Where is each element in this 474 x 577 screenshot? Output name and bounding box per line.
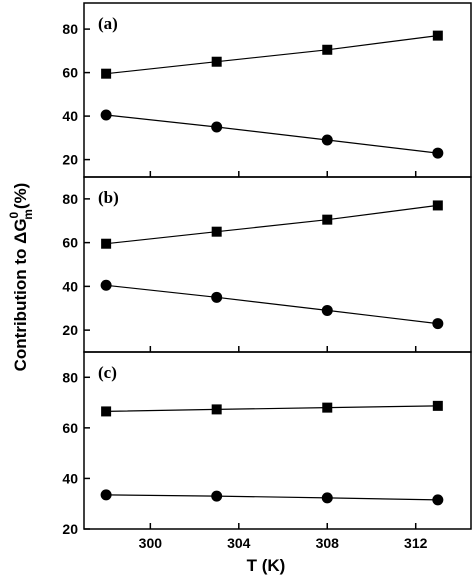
circle-point bbox=[211, 121, 223, 133]
x-tick-label: 308 bbox=[316, 535, 340, 551]
square-point bbox=[101, 406, 112, 417]
series-square bbox=[101, 30, 443, 79]
panel-label: (a) bbox=[98, 14, 118, 33]
square-point bbox=[211, 56, 222, 67]
y-axis-title-sup: 0 bbox=[7, 211, 21, 218]
y-tick-label: 60 bbox=[62, 235, 78, 251]
series-line bbox=[106, 284, 438, 325]
y-axis-title-main: Contribution to ΔG bbox=[11, 218, 30, 371]
series-line bbox=[106, 204, 438, 245]
circle-point bbox=[432, 318, 444, 330]
y-tick-label: 20 bbox=[62, 521, 78, 537]
circle-point bbox=[211, 490, 223, 502]
circle-point bbox=[321, 492, 333, 504]
x-tick-label: 304 bbox=[227, 535, 251, 551]
y-tick-label: 20 bbox=[62, 152, 78, 168]
panel-c: (c) 20 40 60 80 bbox=[62, 351, 472, 537]
square-point bbox=[322, 214, 333, 225]
square-point bbox=[432, 400, 443, 411]
x-axis: 300 304 308 312 bbox=[139, 535, 428, 551]
y-tick-label: 80 bbox=[62, 21, 78, 37]
circle-point bbox=[321, 134, 333, 146]
series-square bbox=[101, 200, 443, 249]
y-tick-label: 40 bbox=[62, 108, 78, 124]
series-line bbox=[106, 405, 438, 412]
square-point bbox=[101, 238, 112, 249]
circle-point bbox=[432, 494, 444, 506]
panel-frame bbox=[83, 351, 472, 530]
y-tick-label: 20 bbox=[62, 322, 78, 338]
x-tick-label: 300 bbox=[139, 535, 163, 551]
series-line bbox=[106, 35, 438, 75]
x-tick-label: 312 bbox=[404, 535, 428, 551]
y-axis-title-tail: (%) bbox=[11, 183, 30, 209]
x-axis-title: T (K) bbox=[247, 556, 286, 575]
series-circle bbox=[100, 279, 444, 330]
y-tick-label: 40 bbox=[62, 278, 78, 294]
series-line bbox=[106, 494, 438, 501]
circle-point bbox=[432, 147, 444, 159]
y-tick-label: 60 bbox=[62, 420, 78, 436]
panel-label: (b) bbox=[98, 188, 119, 207]
series-circle bbox=[100, 489, 444, 506]
square-point bbox=[322, 402, 333, 413]
y-axis-title-sub: m bbox=[21, 209, 35, 220]
y-tick-label: 80 bbox=[62, 369, 78, 385]
panels: (a) 20 40 60 80 (b) 20 40 60 80 (c) 20 40 60 80 bbox=[62, 2, 472, 537]
square-point bbox=[211, 404, 222, 415]
series-square bbox=[101, 400, 443, 417]
y-tick-label: 80 bbox=[62, 191, 78, 207]
circle-point bbox=[100, 489, 112, 501]
circle-point bbox=[211, 291, 223, 303]
panel-label: (c) bbox=[98, 363, 117, 382]
panel-a: (a) 20 40 60 80 bbox=[62, 2, 472, 178]
panel-frame bbox=[83, 2, 472, 178]
panel-frame bbox=[83, 176, 472, 353]
series-line bbox=[106, 114, 438, 154]
circle-point bbox=[100, 109, 112, 121]
y-axis-title: Contribution to ΔG0m(%) bbox=[7, 183, 35, 372]
square-point bbox=[322, 44, 333, 55]
circle-point bbox=[100, 279, 112, 291]
series-circle bbox=[100, 109, 444, 159]
square-point bbox=[432, 200, 443, 211]
y-tick-label: 40 bbox=[62, 470, 78, 486]
y-tick-label: 60 bbox=[62, 65, 78, 81]
square-point bbox=[211, 226, 222, 237]
circle-point bbox=[321, 304, 333, 316]
square-point bbox=[432, 30, 443, 41]
panel-b: (b) 20 40 60 80 bbox=[62, 176, 472, 353]
square-point bbox=[101, 68, 112, 79]
